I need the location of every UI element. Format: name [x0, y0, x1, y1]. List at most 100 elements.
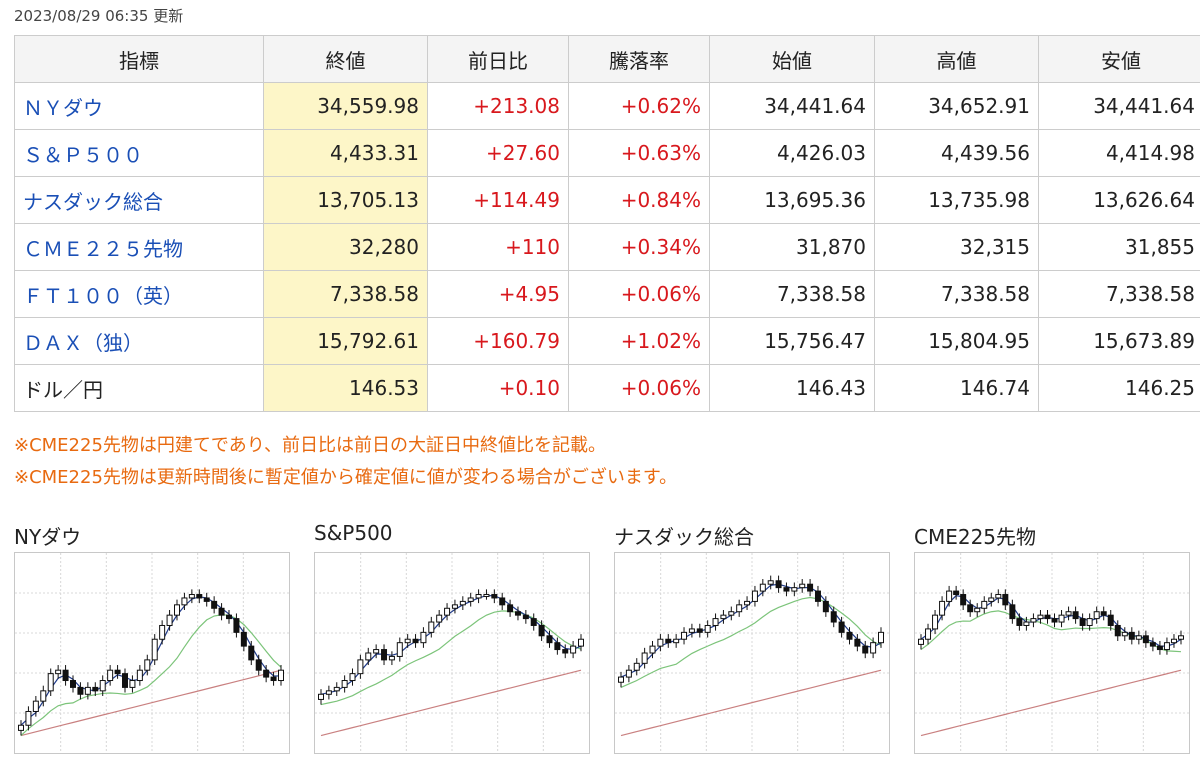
candle-body	[981, 600, 988, 609]
candle-body	[188, 594, 195, 599]
high-value: 4,439.56	[874, 129, 1039, 177]
candle-body	[822, 600, 829, 613]
table-row: ＦＴ１００（英） 7,338.58 +4.95 +0.06% 7,338.58 …	[14, 270, 1200, 318]
high-value: 32,315	[874, 223, 1039, 271]
candle-body	[918, 638, 924, 645]
candle-body	[1072, 611, 1079, 620]
chart-sp500[interactable]	[314, 552, 590, 754]
candle-body	[618, 676, 624, 683]
candle-body	[751, 590, 758, 602]
candle-body	[507, 604, 514, 613]
candle-body	[562, 649, 569, 654]
high-value: 146.74	[874, 364, 1039, 412]
index-link-cme225[interactable]: ＣＭＥ２２５先物	[14, 223, 264, 271]
candle-body	[1107, 614, 1114, 626]
change-value: +4.95	[427, 270, 569, 318]
index-link-ft100[interactable]: ＦＴ１００（英）	[14, 270, 264, 318]
chart-ny-dow[interactable]	[14, 552, 290, 754]
high-value: 15,804.95	[874, 317, 1039, 365]
candle-body	[641, 652, 648, 664]
rate-value: +0.34%	[568, 223, 710, 271]
candle-body	[226, 614, 232, 620]
candle-body	[325, 690, 332, 695]
candle-body	[99, 680, 106, 692]
change-value: +0.10	[427, 364, 569, 412]
high-value: 13,735.98	[874, 176, 1039, 224]
update-timestamp: 2023/08/29 06:35 更新	[14, 7, 184, 25]
candle-body	[688, 628, 695, 633]
candle-body	[720, 614, 727, 620]
open-value: 31,870	[709, 223, 875, 271]
candle-body	[396, 642, 403, 657]
candle-body	[404, 638, 411, 644]
candle-body	[665, 638, 672, 644]
candle-body	[1100, 611, 1107, 616]
change-value: +114.49	[427, 176, 569, 224]
candle-body	[436, 614, 443, 623]
candle-body	[995, 594, 1002, 599]
candle-body	[240, 631, 247, 647]
ma-mid-line	[320, 610, 582, 706]
candle-body	[1178, 635, 1184, 640]
candle-body	[1170, 638, 1177, 644]
candle-body	[946, 590, 953, 602]
low-value: 13,626.64	[1038, 176, 1200, 224]
close-value: 32,280	[263, 223, 428, 271]
candle-body	[136, 669, 143, 682]
ma-long-line	[320, 669, 582, 737]
candle-body	[233, 618, 240, 633]
candle-body	[1058, 614, 1065, 623]
table-row: ドル／円 146.53 +0.10 +0.06% 146.43 146.74 1…	[14, 364, 1200, 412]
note-line: ※CME225先物は円建てであり、前日比は前日の大証日中終値比を記載。	[14, 435, 607, 456]
candle-body	[412, 638, 419, 644]
candle-body	[18, 724, 24, 731]
candle-body	[1149, 642, 1156, 647]
open-value: 4,426.03	[709, 129, 875, 177]
table-row: Ｓ＆Ｐ５００ 4,433.31 +27.60 +0.63% 4,426.03 4…	[14, 129, 1200, 177]
candle-body	[114, 669, 121, 675]
open-value: 146.43	[709, 364, 875, 412]
index-link-sp500[interactable]: Ｓ＆Ｐ５００	[14, 129, 264, 177]
table-row: ＣＭＥ２２５先物 32,280 +110 +0.34% 31,870 32,31…	[14, 223, 1200, 271]
candle-body	[1051, 618, 1058, 623]
chart-nasdaq[interactable]	[614, 552, 890, 754]
candle-body	[759, 583, 766, 592]
chart-title-cme225: CME225先物	[914, 525, 1037, 549]
candle-body	[203, 597, 210, 602]
candle-body	[263, 669, 270, 678]
close-value: 13,705.13	[263, 176, 428, 224]
ma-long-line	[20, 669, 282, 737]
open-value: 15,756.47	[709, 317, 875, 365]
candle-body	[953, 590, 960, 596]
table-row: ナスダック総合 13,705.13 +114.49 +0.84% 13,695.…	[14, 176, 1200, 224]
close-value: 15,792.61	[263, 317, 428, 365]
candle-body	[657, 638, 664, 647]
index-link-ny-dow[interactable]: ＮＹダウ	[14, 82, 264, 130]
candle-body	[62, 669, 69, 682]
index-link-nasdaq[interactable]: ナスダック総合	[14, 176, 264, 224]
candle-body	[248, 645, 255, 661]
candle-body	[932, 614, 939, 630]
chart-cme225[interactable]	[914, 552, 1190, 754]
candle-body	[70, 680, 76, 688]
candlestick-chart	[315, 553, 589, 753]
candle-body	[181, 597, 188, 606]
candle-body	[159, 624, 166, 640]
candle-body	[625, 669, 632, 678]
index-link-dax[interactable]: ＤＡＸ（独）	[14, 317, 264, 365]
ma-short-line	[320, 595, 582, 695]
candle-body	[514, 611, 521, 616]
candle-body	[428, 621, 435, 633]
candle-body	[1016, 618, 1023, 626]
candle-body	[1086, 618, 1093, 626]
candle-body	[530, 618, 537, 626]
candle-body	[341, 680, 348, 688]
candle-body	[444, 607, 451, 616]
candle-body	[704, 624, 711, 633]
ma-mid-line	[920, 610, 1182, 653]
candle-body	[92, 686, 99, 692]
ma-long-line	[620, 669, 882, 737]
low-value: 34,441.64	[1038, 82, 1200, 130]
candlestick-chart	[615, 553, 889, 753]
candle-body	[633, 662, 640, 671]
